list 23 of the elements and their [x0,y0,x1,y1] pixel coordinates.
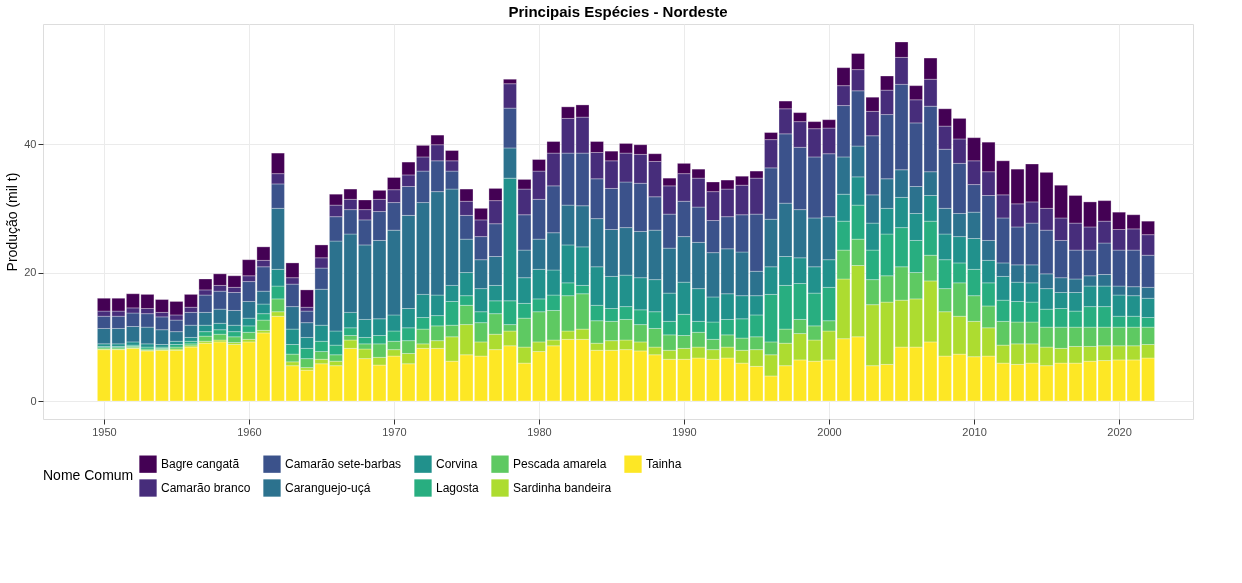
chart-title: Principais Espécies - Nordeste [508,3,728,20]
x-tick-label: 1960 [237,425,262,438]
legend-label: Camarão branco [161,481,251,495]
legend-label: Tainha [646,457,682,472]
y-tick-label: 0 [30,394,37,407]
legend-label: Caranguejo-uçá [285,481,371,495]
x-tick-label: 2000 [817,425,842,438]
legend-label: Pescada amarela [513,457,607,472]
x-tick-label: 1980 [527,425,552,438]
legend-label: Bagre cangatã [161,457,240,472]
y-tick-label: 40 [24,137,37,150]
legend-label: Sardinha bandeira [513,481,612,495]
legend-title: Nome Comum [43,467,134,483]
x-tick-label: 1950 [92,425,117,438]
y-axis-title: Produção (mil t) [4,172,21,272]
x-tick-label: 2020 [1107,425,1132,438]
x-tick-label: 1990 [672,425,697,438]
y-tick-label: 20 [24,266,37,279]
x-tick-label: 2010 [962,425,987,438]
x-tick-label: 1970 [382,425,407,438]
legend-label: Camarão sete-barbas [285,457,402,472]
legend-label: Lagosta [436,481,480,495]
legend-label: Corvina [436,457,478,472]
